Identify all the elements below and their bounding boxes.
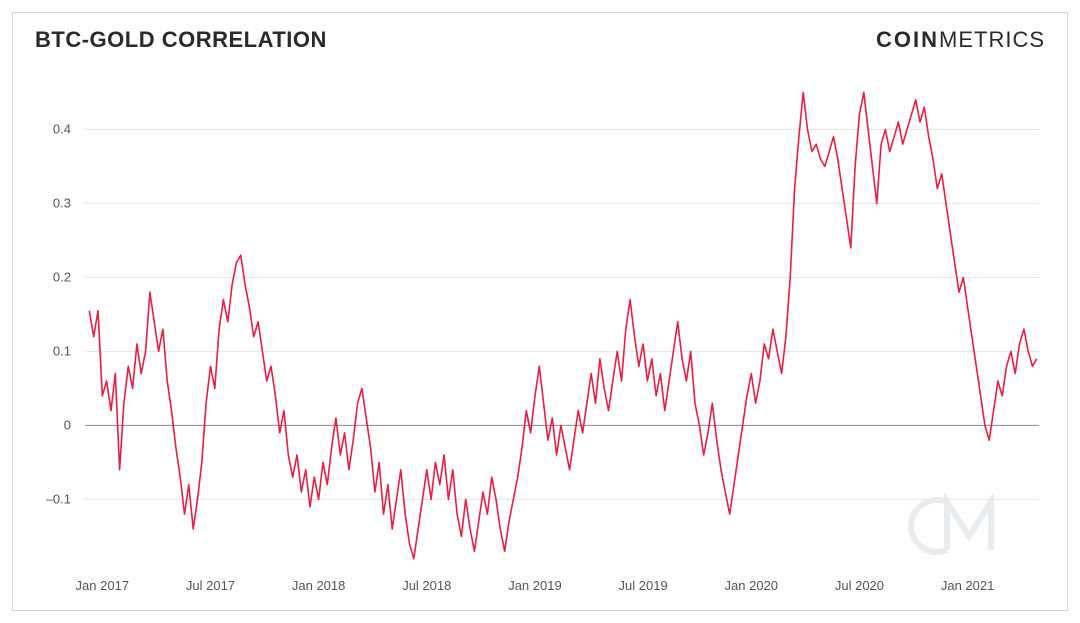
svg-text:0.3: 0.3 — [53, 195, 71, 210]
chart-title: BTC-GOLD CORRELATION — [35, 27, 327, 53]
svg-text:Jan 2018: Jan 2018 — [292, 578, 346, 593]
chart-header: BTC-GOLD CORRELATION COINMETRICS — [13, 13, 1067, 63]
svg-text:0.4: 0.4 — [53, 121, 71, 136]
brand-logo: COINMETRICS — [876, 27, 1045, 53]
svg-text:–0.1: –0.1 — [46, 491, 71, 506]
svg-text:Jul 2020: Jul 2020 — [835, 578, 884, 593]
svg-text:Jul 2018: Jul 2018 — [402, 578, 451, 593]
svg-text:0.1: 0.1 — [53, 343, 71, 358]
plot-area: –0.100.10.20.30.4Jan 2017Jul 2017Jan 201… — [13, 65, 1067, 610]
svg-text:Jan 2017: Jan 2017 — [76, 578, 130, 593]
svg-text:Jan 2020: Jan 2020 — [725, 578, 779, 593]
svg-text:0: 0 — [64, 417, 71, 432]
svg-text:0.2: 0.2 — [53, 269, 71, 284]
chart-container: BTC-GOLD CORRELATION COINMETRICS –0.1 0 0.… — [12, 12, 1068, 611]
svg-text:Jan 2021: Jan 2021 — [941, 578, 995, 593]
svg-text:Jan 2019: Jan 2019 — [508, 578, 562, 593]
x-axis-ticks: Jan 2017 Jul 2017 Jan 2018 Jul 2018 Jan 2019… — [76, 578, 995, 593]
series-line — [89, 92, 1037, 558]
y-axis-ticks: –0.1 0 0.1 0.2 0.3 0.4 — [46, 121, 71, 506]
brand-bold: COIN — [876, 27, 939, 52]
svg-text:Jul 2017: Jul 2017 — [186, 578, 235, 593]
watermark — [911, 500, 991, 552]
brand-light: METRICS — [939, 27, 1045, 52]
chart-svg: –0.100.10.20.30.4Jan 2017Jul 2017Jan 201… — [13, 65, 1067, 610]
svg-text:Jul 2019: Jul 2019 — [619, 578, 668, 593]
